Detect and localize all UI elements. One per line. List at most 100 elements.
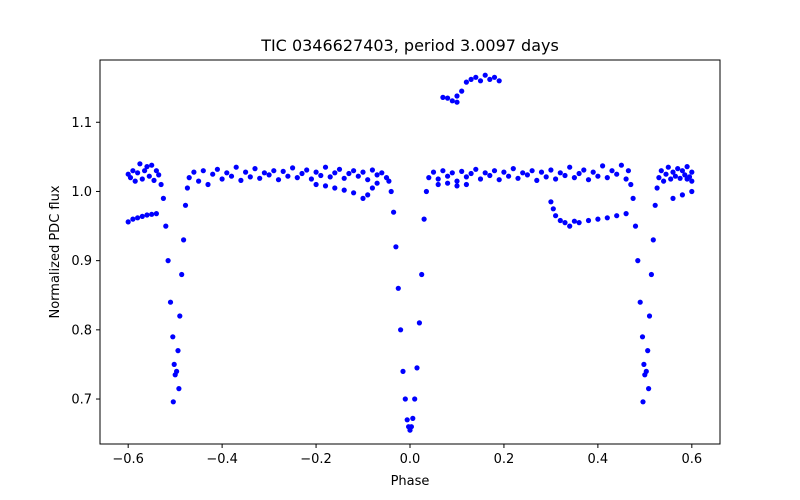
data-point bbox=[360, 169, 366, 175]
data-point bbox=[243, 169, 249, 175]
data-point bbox=[165, 258, 171, 264]
data-point bbox=[684, 164, 690, 170]
data-point bbox=[171, 361, 177, 367]
data-point bbox=[205, 181, 211, 188]
data-point bbox=[130, 168, 136, 174]
y-tick-label: 1.1 bbox=[71, 116, 92, 131]
data-point bbox=[280, 168, 286, 174]
data-point bbox=[538, 169, 545, 175]
data-point bbox=[313, 169, 319, 175]
data-point bbox=[576, 220, 582, 226]
data-point bbox=[410, 415, 416, 421]
data-point bbox=[308, 176, 314, 182]
data-point bbox=[675, 166, 681, 172]
data-point bbox=[454, 93, 460, 99]
data-point bbox=[351, 190, 357, 196]
data-point bbox=[463, 181, 469, 188]
data-point bbox=[266, 172, 272, 178]
x-axis-label: Phase bbox=[391, 474, 430, 489]
data-point bbox=[585, 177, 592, 183]
data-point bbox=[252, 166, 258, 172]
data-point bbox=[487, 172, 493, 179]
data-point bbox=[454, 178, 460, 184]
data-point bbox=[144, 212, 150, 218]
data-point bbox=[327, 174, 333, 180]
data-point bbox=[641, 361, 647, 367]
data-point bbox=[454, 99, 460, 105]
data-point bbox=[369, 167, 375, 173]
data-point bbox=[210, 171, 216, 177]
data-point bbox=[682, 172, 688, 178]
data-point bbox=[238, 177, 244, 183]
data-point bbox=[153, 168, 159, 174]
data-point bbox=[196, 178, 202, 184]
data-point bbox=[459, 168, 465, 174]
data-point bbox=[176, 386, 182, 392]
data-point bbox=[550, 206, 556, 212]
data-point bbox=[149, 162, 155, 168]
data-point bbox=[179, 271, 185, 278]
data-point bbox=[142, 168, 148, 174]
data-point bbox=[576, 170, 582, 177]
data-point bbox=[520, 170, 526, 176]
data-point bbox=[468, 170, 474, 177]
data-point bbox=[177, 313, 183, 319]
data-point bbox=[648, 271, 655, 278]
data-point bbox=[658, 168, 664, 174]
plot-frame bbox=[99, 59, 721, 445]
data-point bbox=[506, 173, 512, 179]
y-axis-ticks: 0.7 0.8 0.9 1.0 1.1 bbox=[71, 116, 100, 408]
y-tick-label: 0.8 bbox=[71, 323, 92, 338]
y-axis-label: Normalized PDC flux bbox=[48, 185, 63, 318]
data-point bbox=[332, 170, 338, 176]
data-point bbox=[689, 169, 695, 175]
data-point bbox=[247, 174, 253, 180]
data-point bbox=[643, 368, 649, 374]
data-point bbox=[304, 167, 310, 173]
y-tick-label: 0.7 bbox=[71, 393, 92, 408]
data-point bbox=[153, 211, 159, 217]
data-point bbox=[445, 180, 451, 186]
data-point bbox=[668, 176, 674, 182]
data-point bbox=[144, 164, 150, 170]
data-point bbox=[635, 258, 641, 264]
data-point bbox=[435, 176, 441, 182]
data-point bbox=[299, 170, 305, 177]
data-point bbox=[336, 166, 343, 172]
data-point bbox=[689, 178, 695, 184]
data-point bbox=[632, 223, 639, 229]
data-point bbox=[395, 285, 401, 291]
data-point bbox=[421, 216, 427, 222]
data-point bbox=[650, 237, 656, 243]
data-point bbox=[543, 174, 549, 180]
data-point bbox=[170, 334, 176, 340]
data-point bbox=[562, 220, 568, 226]
data-point bbox=[369, 185, 375, 191]
data-point bbox=[477, 78, 484, 84]
x-axis-ticks: −0.6 −0.4 −0.2 0.0 0.2 0.4 0.6 bbox=[112, 444, 702, 467]
data-point bbox=[137, 161, 143, 167]
data-point bbox=[637, 299, 643, 305]
x-tick-label: 0.6 bbox=[681, 452, 702, 467]
data-point bbox=[125, 219, 131, 225]
data-point bbox=[646, 386, 652, 392]
data-point bbox=[400, 368, 406, 374]
data-point bbox=[656, 175, 662, 181]
data-point bbox=[130, 216, 136, 222]
data-point bbox=[261, 170, 267, 176]
data-point bbox=[398, 327, 404, 333]
data-point bbox=[614, 213, 620, 219]
data-point bbox=[553, 176, 559, 182]
data-point bbox=[672, 173, 679, 179]
data-point bbox=[491, 74, 498, 80]
data-point bbox=[355, 173, 361, 179]
x-tick-label: −0.2 bbox=[300, 452, 332, 467]
data-point bbox=[313, 181, 319, 188]
data-point bbox=[445, 173, 451, 179]
data-point bbox=[557, 217, 563, 224]
data-point bbox=[515, 175, 521, 181]
data-point bbox=[191, 169, 197, 175]
data-point bbox=[449, 98, 455, 104]
data-point bbox=[182, 202, 189, 208]
data-point bbox=[135, 170, 141, 176]
